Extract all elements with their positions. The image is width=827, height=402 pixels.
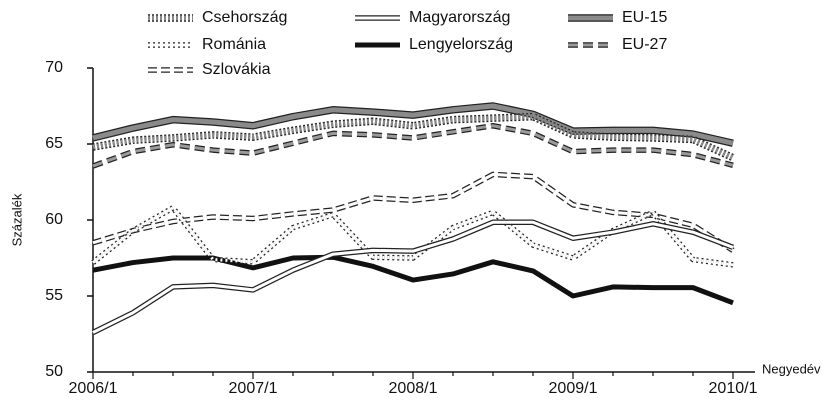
x-tick-label: 2010/1 xyxy=(709,380,758,397)
series-line xyxy=(92,254,734,306)
y-tick-label: 70 xyxy=(45,59,63,76)
legend-label: Szlovákia xyxy=(202,61,271,78)
series-line xyxy=(92,103,734,146)
legend-label: Lengyelország xyxy=(409,36,513,53)
y-tick-label: 60 xyxy=(45,211,63,228)
series-line xyxy=(92,172,734,252)
series-line-outline xyxy=(92,171,735,253)
series-line-outline xyxy=(91,219,734,335)
series-line xyxy=(92,220,734,334)
legend-label: Csehország xyxy=(202,9,287,26)
legend-item: Magyarország xyxy=(355,9,510,26)
series-line xyxy=(92,114,735,160)
x-tick-label: 2008/1 xyxy=(389,380,438,397)
legend-item: Lengyelország xyxy=(355,36,513,53)
series xyxy=(92,123,734,169)
series xyxy=(91,205,734,268)
x-tick-label: 2007/1 xyxy=(229,380,278,397)
series-line xyxy=(92,124,734,168)
series xyxy=(92,254,734,306)
x-tick-label: 2009/1 xyxy=(549,380,598,397)
series xyxy=(92,171,735,253)
y-axis-label: Százalék xyxy=(9,193,24,246)
legend-item: EU-15 xyxy=(568,9,667,26)
legend-label: Magyarország xyxy=(409,9,510,26)
series-line xyxy=(92,206,734,267)
legend-item: EU-27 xyxy=(568,36,667,53)
series xyxy=(92,112,735,162)
legend-item: Szlovákia xyxy=(148,61,271,78)
x-axis-label: Negyedév xyxy=(762,361,821,376)
legend-item: Románia xyxy=(148,36,266,53)
legend-label: Románia xyxy=(202,36,266,53)
legend-item: Csehország xyxy=(148,9,287,26)
series xyxy=(91,219,734,335)
legend-label: EU-15 xyxy=(622,9,667,26)
legend-label: EU-27 xyxy=(622,36,667,53)
y-tick-label: 65 xyxy=(45,135,63,152)
x-tick-label: 2006/1 xyxy=(69,380,118,397)
y-tick-label: 55 xyxy=(45,287,63,304)
y-tick-label: 50 xyxy=(45,363,63,380)
series xyxy=(92,102,734,147)
